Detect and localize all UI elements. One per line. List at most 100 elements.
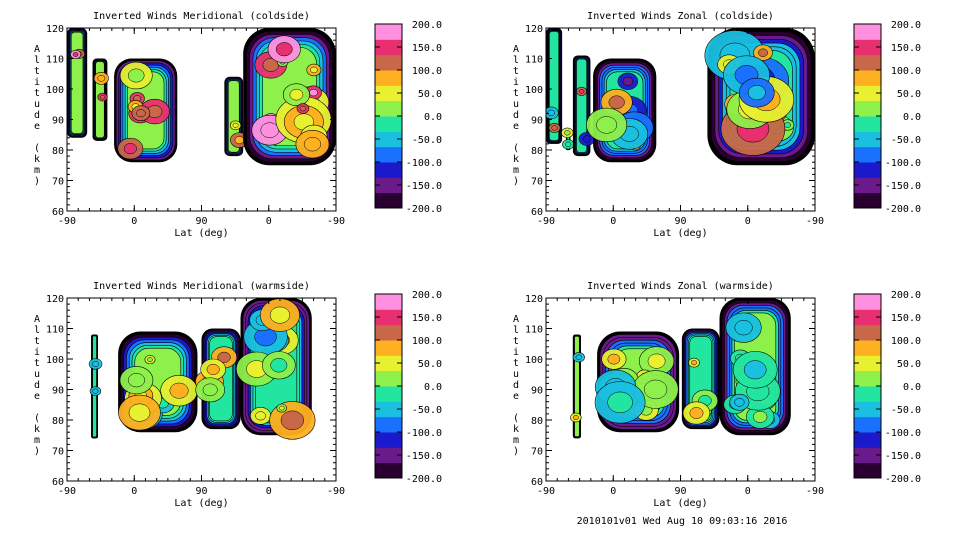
contour-blob <box>575 354 582 360</box>
colorbar-tick-label: 100.0 <box>412 66 442 77</box>
contour-blob <box>99 94 106 100</box>
y-tick-label: 70 <box>531 177 543 188</box>
colorbar-tick-label: 200.0 <box>412 20 442 31</box>
colorbar-segment <box>854 85 881 102</box>
x-tick-label: -90 <box>806 486 824 497</box>
contour-blob <box>564 130 571 136</box>
contour-blob <box>578 89 585 94</box>
contour-blob <box>309 88 318 97</box>
contour-blob <box>743 360 767 380</box>
contour-blob <box>234 136 245 145</box>
colorbar-segment <box>375 324 402 341</box>
colorbar-tick-label: 150.0 <box>891 43 921 54</box>
colorbar-segment <box>854 294 881 310</box>
colorbar-tick-label: -150.0 <box>406 451 442 462</box>
contour-blob <box>127 68 145 83</box>
colorbar-tick-label: 0.0 <box>903 382 921 393</box>
colorbar-tick-label: 0.0 <box>424 112 442 123</box>
colorbar-tick-label: 100.0 <box>412 336 442 347</box>
chart-panel-3: Inverted Winds Meridional (warmside) -90 0… <box>34 281 442 509</box>
colorbar-segment <box>854 146 881 163</box>
y-tick-label: 90 <box>52 386 64 397</box>
contour-blob <box>147 357 153 362</box>
y-tick-label: 110 <box>525 55 543 66</box>
colorbar-segment <box>854 116 881 132</box>
y-tick-label: 80 <box>531 146 543 157</box>
contour-blob <box>97 75 106 82</box>
colorbar-segment <box>854 54 881 71</box>
colorbar-segment <box>375 192 402 209</box>
y-tick-label: 120 <box>46 24 64 35</box>
contour-blob <box>647 353 666 369</box>
colorbar-segment <box>375 54 402 71</box>
colorbar-tick-label: 150.0 <box>412 313 442 324</box>
colorbar-segment <box>375 386 402 402</box>
x-tick-label: 90 <box>195 216 207 227</box>
colorbar-segment <box>854 24 881 40</box>
contour-blob <box>608 95 625 110</box>
colorbar-tick-label: 0.0 <box>424 382 442 393</box>
colorbar-tick-label: -50.0 <box>412 135 442 146</box>
contour-blob <box>572 414 579 421</box>
y-tick-label: 110 <box>525 325 543 336</box>
colorbar-tick-label: -150.0 <box>885 451 921 462</box>
y-tick-label: 120 <box>525 294 543 305</box>
colorbar-tick-label: 50.0 <box>418 359 442 370</box>
x-tick-label: 90 <box>674 216 686 227</box>
y-tick-label: 100 <box>46 85 64 96</box>
colorbar-segment <box>375 447 402 464</box>
contour-blob <box>127 373 145 388</box>
colorbar-tick-label: -100.0 <box>406 158 442 169</box>
colorbar-tick-label: -200.0 <box>406 474 442 485</box>
colorbar-segment <box>375 146 402 163</box>
contour-blob <box>128 403 151 422</box>
y-tick-label: 110 <box>46 55 64 66</box>
colorbar-segment <box>854 386 881 402</box>
colorbar-tick-label: -50.0 <box>891 405 921 416</box>
colorbar-tick-label: -100.0 <box>885 428 921 439</box>
chart-panel-2: Inverted Winds Zonal (coldside) -90 0 90 0 -9… <box>513 11 921 239</box>
x-tick-label: 90 <box>674 486 686 497</box>
contour-blob <box>784 122 792 128</box>
contour-band <box>576 58 588 153</box>
colorbar-segment <box>854 416 881 433</box>
colorbar-segment <box>375 416 402 433</box>
contour-field <box>546 28 815 166</box>
colorbar-segment <box>854 309 881 326</box>
contour-blob <box>136 109 146 118</box>
colorbar-tick-label: 200.0 <box>412 290 442 301</box>
x-tick-label: 0 <box>745 486 751 497</box>
colorbar-segment <box>854 324 881 341</box>
contour-blob <box>280 410 304 431</box>
y-tick-label: 120 <box>46 294 64 305</box>
colorbar-segment <box>375 85 402 102</box>
contour-blob <box>565 141 572 147</box>
colorbar-segment <box>375 162 402 178</box>
colorbar-segment <box>375 309 402 326</box>
colorbar-tick-label: 200.0 <box>891 290 921 301</box>
contour-blob <box>734 398 745 407</box>
colorbar-segment <box>854 162 881 178</box>
colorbar-tick-label: 0.0 <box>903 112 921 123</box>
colorbar-tick-label: -50.0 <box>891 135 921 146</box>
contour-blob <box>690 360 697 366</box>
x-axis-label: Lat (deg) <box>653 228 707 239</box>
contour-blob <box>260 122 280 138</box>
x-tick-label: -90 <box>537 486 555 497</box>
x-tick-label: -90 <box>327 486 345 497</box>
colorbar-tick-label: 50.0 <box>897 359 921 370</box>
x-tick-label: 0 <box>610 486 616 497</box>
colorbar-tick-label: -150.0 <box>406 181 442 192</box>
y-tick-label: 60 <box>52 477 64 488</box>
x-tick-label: 90 <box>195 486 207 497</box>
x-tick-label: 0 <box>131 216 137 227</box>
contour-blob <box>596 116 617 134</box>
contour-blob <box>255 411 266 421</box>
y-tick-label: 60 <box>52 207 64 218</box>
colorbar-segment <box>854 355 881 372</box>
colorbar-segment <box>854 192 881 209</box>
colorbar-segment <box>375 355 402 372</box>
